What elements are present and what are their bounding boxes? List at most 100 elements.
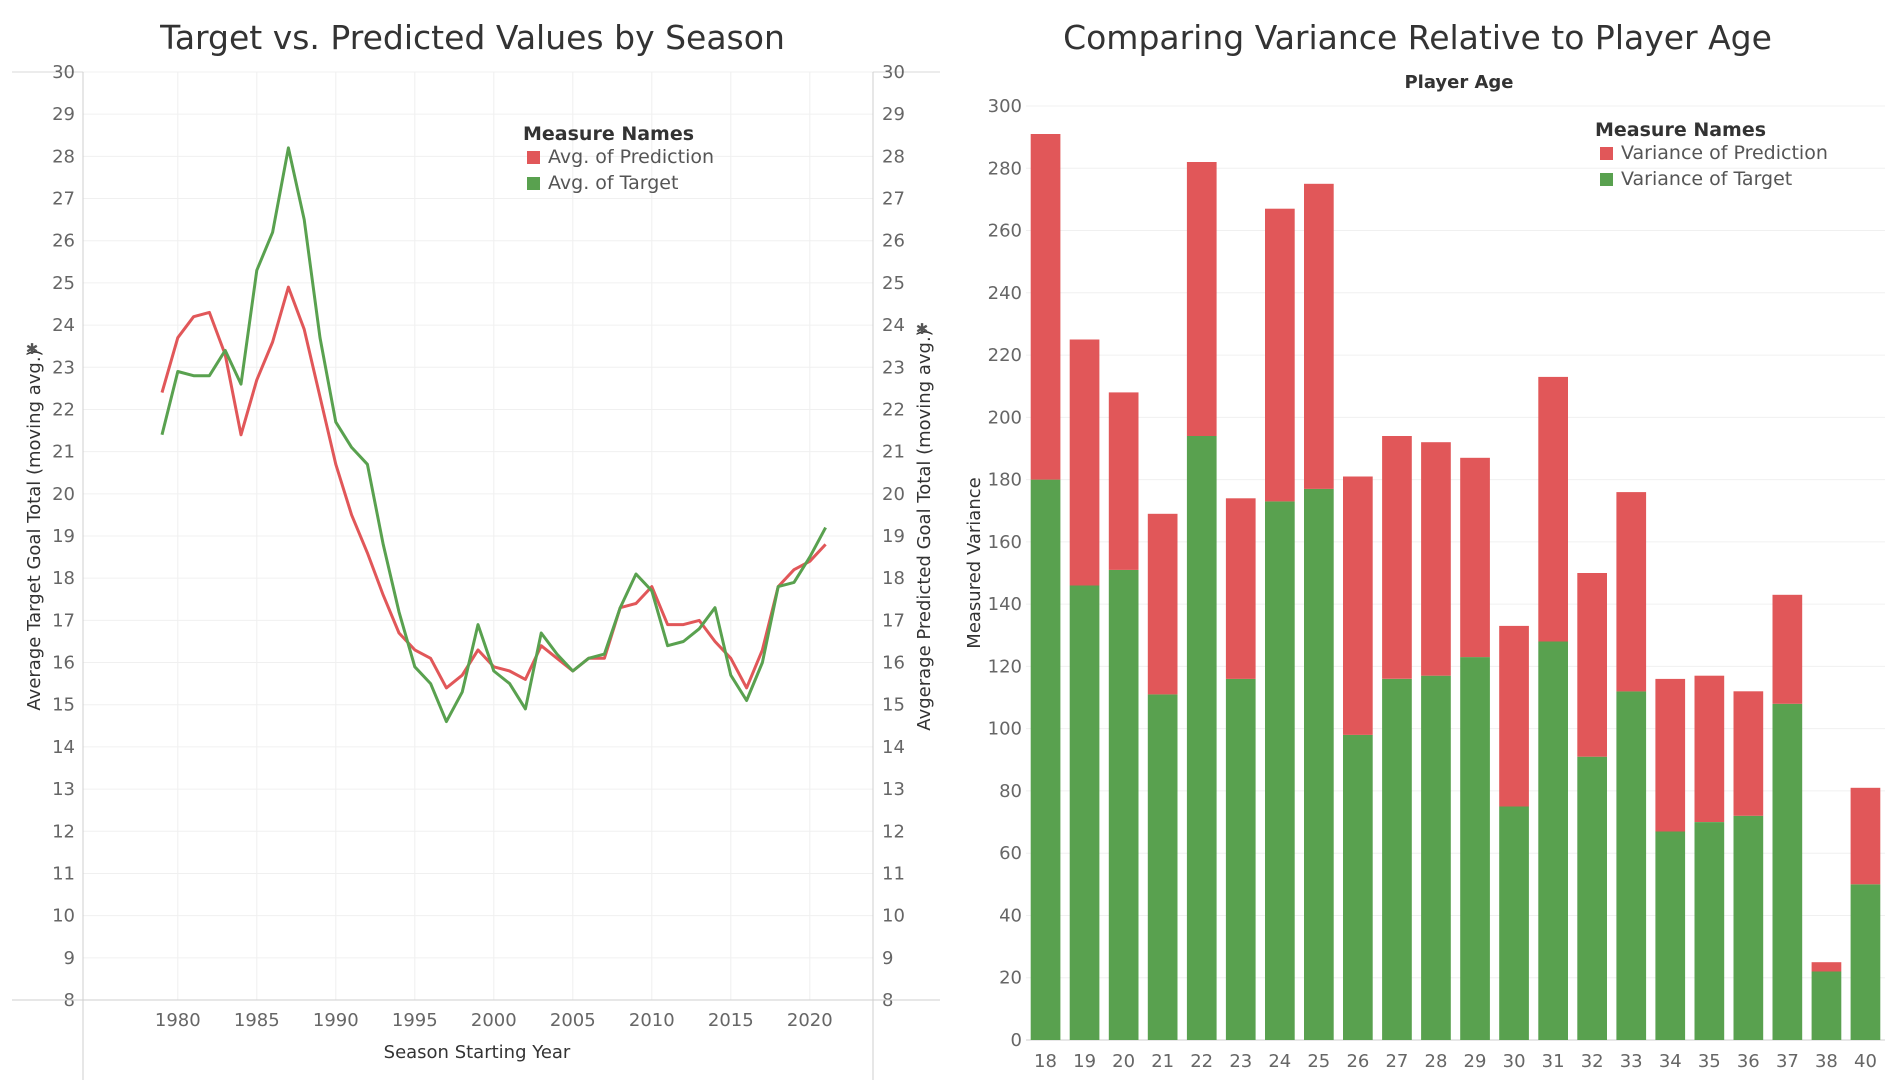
- y-tick-label: 17: [52, 610, 75, 631]
- bar-segment-prediction: [1225, 498, 1256, 679]
- y-tick-label: 20: [52, 484, 75, 505]
- y-tick-label: 21: [52, 442, 75, 463]
- x-tick-label: 1980: [155, 1010, 201, 1031]
- y2-tick-label: 22: [882, 399, 905, 420]
- x-tick-label: 1990: [313, 1010, 359, 1031]
- x-tick-label: 32: [1581, 1051, 1604, 1072]
- y2-tick-label: 9: [882, 948, 893, 969]
- bar-segment-prediction: [1811, 962, 1842, 972]
- legend-swatch: [1600, 147, 1613, 160]
- x-tick-label: 2010: [629, 1010, 675, 1031]
- x-tick-label: 38: [1815, 1051, 1838, 1072]
- bar-segment-target: [1616, 691, 1647, 1040]
- bar-segment-target: [1265, 501, 1295, 1040]
- x-tick-label: 33: [1620, 1051, 1643, 1072]
- x-tick-label: 1985: [234, 1010, 280, 1031]
- y2-tick-label: 23: [882, 357, 905, 378]
- x-tick-label: 31: [1542, 1051, 1565, 1072]
- bar-segment-target: [1499, 806, 1529, 1040]
- y-axis-title: Measured Variance: [964, 477, 985, 648]
- y2-tick-label: 29: [882, 104, 905, 125]
- y-axis-title: Average Target Goal Total (moving avg.): [24, 349, 45, 710]
- y2-tick-label: 26: [882, 231, 905, 252]
- bar-segment-prediction: [1694, 675, 1725, 822]
- x-tick-label: 26: [1346, 1051, 1369, 1072]
- y-tick-label: 60: [999, 843, 1022, 864]
- y2-axis-title: Avgerage Predicted Goal Total (moving av…: [914, 329, 935, 730]
- x-tick-label: 2000: [471, 1010, 517, 1031]
- bar-segment-prediction: [1733, 691, 1764, 816]
- bar-segment-prediction: [1186, 162, 1217, 436]
- x-tick-label: 2005: [550, 1010, 596, 1031]
- y-tick-label: 11: [52, 863, 75, 884]
- bar-segment-target: [1343, 734, 1373, 1040]
- x-tick-label: 19: [1073, 1051, 1096, 1072]
- y-tick-label: 13: [52, 779, 75, 800]
- y2-tick-label: 16: [882, 653, 905, 674]
- x-tick-label: 18: [1034, 1051, 1057, 1072]
- bar-segment-target: [1030, 479, 1061, 1041]
- x-tick-label: 2015: [708, 1010, 754, 1031]
- bar-segment-target: [1811, 971, 1842, 1040]
- x-tick-label: 1995: [392, 1010, 438, 1031]
- bar-segment-prediction: [1499, 625, 1529, 807]
- bar-segment-target: [1460, 657, 1490, 1040]
- y-tick-label: 80: [999, 781, 1022, 802]
- x-tick-label: 25: [1307, 1051, 1330, 1072]
- pin-icon: ✱: [26, 340, 39, 358]
- legend-label: Avg. of Target: [548, 172, 678, 194]
- x-tick-label: 35: [1698, 1051, 1721, 1072]
- y-tick-label: 260: [988, 221, 1022, 242]
- y-tick-label: 18: [52, 568, 75, 589]
- x-tick-label: 21: [1151, 1051, 1174, 1072]
- y-tick-label: 9: [64, 948, 75, 969]
- x-tick-label: 40: [1854, 1051, 1877, 1072]
- bar-segment-target: [1421, 675, 1451, 1040]
- y-tick-label: 20: [999, 968, 1022, 989]
- line-chart-title: Target vs. Predicted Values by Season: [160, 18, 785, 57]
- bar-segment-target: [1382, 678, 1412, 1040]
- y-tick-label: 240: [988, 283, 1022, 304]
- y-tick-label: 0: [1011, 1030, 1022, 1051]
- x-tick-label: 37: [1776, 1051, 1799, 1072]
- bar-segment-prediction: [1069, 339, 1100, 586]
- legend-swatch: [1600, 173, 1613, 186]
- bar-segment-target: [1147, 694, 1178, 1040]
- y-tick-label: 29: [52, 104, 75, 125]
- bar-segment-target: [1850, 884, 1881, 1040]
- bar-segment-target: [1225, 678, 1256, 1040]
- y2-tick-label: 11: [882, 863, 905, 884]
- x-tick-label: 28: [1425, 1051, 1448, 1072]
- y-tick-label: 200: [988, 407, 1022, 428]
- legend-label: Variance of Target: [1621, 168, 1792, 190]
- y2-tick-label: 15: [882, 695, 905, 716]
- x-tick-label: 27: [1385, 1051, 1408, 1072]
- y-tick-label: 180: [988, 470, 1022, 491]
- legend-title: Measure Names: [1595, 119, 1766, 141]
- y-tick-label: 23: [52, 357, 75, 378]
- y-tick-label: 140: [988, 594, 1022, 615]
- y-tick-label: 120: [988, 656, 1022, 677]
- x-axis-title: Season Starting Year: [384, 1042, 571, 1063]
- pin-icon: ✱: [916, 320, 929, 338]
- legend-label: Avg. of Prediction: [548, 146, 714, 168]
- x-tick-label: 24: [1268, 1051, 1291, 1072]
- y-tick-label: 24: [52, 315, 75, 336]
- bar-segment-target: [1186, 436, 1217, 1040]
- bar-segment-prediction: [1265, 208, 1295, 502]
- x-tick-label: 36: [1737, 1051, 1760, 1072]
- y-tick-label: 300: [988, 96, 1022, 117]
- bar-segment-prediction: [1538, 376, 1568, 642]
- y2-tick-label: 20: [882, 484, 905, 505]
- bar-chart-panel: Comparing Variance Relative to Player Ag…: [945, 0, 1890, 1080]
- y-tick-label: 16: [52, 653, 75, 674]
- bar-segment-target: [1733, 815, 1764, 1040]
- y-tick-label: 40: [999, 905, 1022, 926]
- bar-segment-prediction: [1655, 678, 1686, 832]
- x-tick-label: 34: [1659, 1051, 1682, 1072]
- bar-segment-prediction: [1421, 442, 1451, 676]
- x-tick-label: 22: [1190, 1051, 1213, 1072]
- y-tick-label: 12: [52, 821, 75, 842]
- bar-chart-title: Comparing Variance Relative to Player Ag…: [1063, 18, 1772, 57]
